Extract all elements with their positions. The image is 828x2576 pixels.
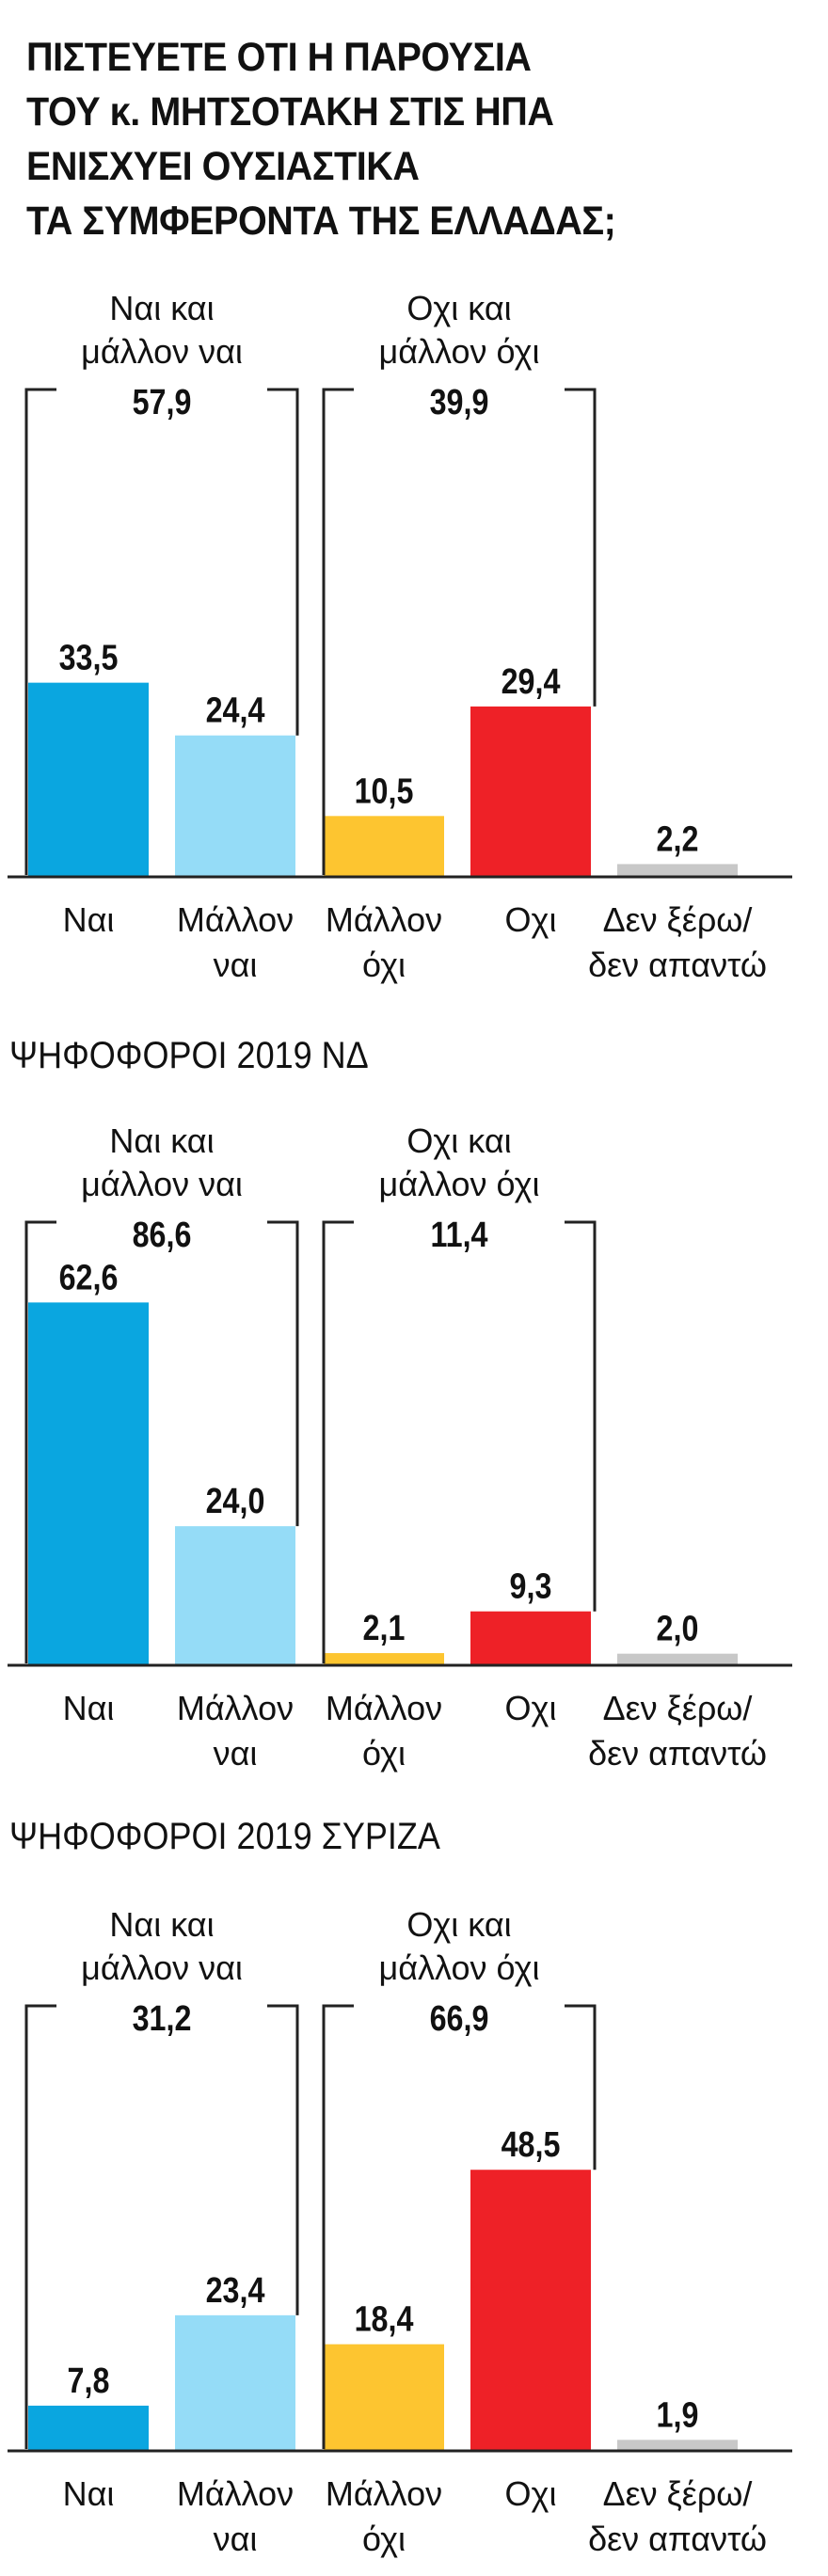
group-total-label: 86,6	[133, 1216, 192, 1255]
bar	[175, 735, 295, 877]
group-bracket-right	[267, 2004, 299, 2315]
bar-value-label: 24,4	[206, 691, 265, 730]
group-total-label: 11,4	[430, 1216, 487, 1255]
category-label: όχι	[362, 1734, 406, 1773]
group-bracket-right	[565, 1220, 597, 1612]
category-label: Μάλλον	[177, 2474, 294, 2513]
category-label: Δεν ξέρω/	[603, 1689, 753, 1727]
bar-value-label: 48,5	[502, 2125, 561, 2165]
bar-value-label: 2,1	[363, 1609, 406, 1648]
bar	[28, 2405, 149, 2451]
bar	[175, 2314, 295, 2451]
bar-value-label: 7,8	[68, 2361, 110, 2401]
group-bracket-right	[565, 2004, 597, 2171]
group-label: Οχι και	[406, 1905, 511, 1944]
group-bracket-right	[267, 1220, 299, 1527]
group-label: Ναι και	[109, 289, 214, 327]
category-label: Ναι	[63, 1689, 115, 1727]
title-line: ΕΝΙΣΧΥΕΙ ΟΥΣΙΑΣΤΙΚΑ	[26, 144, 420, 189]
group-label: Ναι και	[109, 1905, 214, 1944]
category-label: δεν απαντώ	[588, 946, 767, 984]
bar	[28, 1302, 149, 1665]
bar-value-label: 62,6	[59, 1258, 119, 1297]
bar	[324, 1653, 444, 1665]
group-bracket-left	[24, 388, 56, 875]
bar	[470, 706, 591, 877]
category-label: Μάλλον	[326, 900, 442, 939]
category-label: Οχι	[505, 900, 557, 939]
category-label: Οχι	[505, 1689, 557, 1727]
category-label: Μάλλον	[177, 1689, 294, 1727]
category-label: Μάλλον	[326, 1689, 442, 1727]
group-label: μάλλον όχι	[379, 1948, 540, 1987]
chart-syriza-voters: ΨΗΦΟΦΟΡΟΙ 2019 ΣΥΡΙΖΑ 7,8 23,4 18,4 48,5 1,9…	[0, 1816, 828, 2573]
bar-value-label: 29,4	[502, 661, 561, 701]
category-label: Ναι	[63, 900, 115, 939]
category-label: Δεν ξέρω/	[603, 900, 753, 939]
category-label: όχι	[362, 2520, 406, 2558]
category-label: ναι	[214, 2520, 258, 2558]
page-title: ΠΙΣΤΕΥΕΤΕ ΟΤΙ Η ΠΑΡΟΥΣΙΑ ΤΟΥ κ. ΜΗΤΣΟΤΑΚ…	[26, 30, 754, 248]
title-line: ΤΟΥ κ. ΜΗΤΣΟΤΑΚΗ ΣΤΙΣ ΗΠΑ	[26, 89, 554, 135]
bar-chart-all-respondents: 33,5 24,4 10,5 29,4 2,2 Ναι Μάλλον ναι Μάλλον όχι…	[8, 289, 792, 984]
chart-nd-voters: ΨΗΦΟΦΟΡΟΙ 2019 ΝΔ 62,6 24,0 2,1 9,3 2,0 Ναι Μά…	[0, 1035, 828, 1788]
category-label: Οχι	[505, 2474, 557, 2513]
group-total-label: 66,9	[430, 1999, 489, 2039]
bar-value-label: 1,9	[657, 2395, 699, 2435]
category-label: δεν απαντώ	[588, 1734, 767, 1773]
bar-value-label: 33,5	[59, 638, 119, 677]
group-total-label: 39,9	[430, 383, 489, 422]
chart-all-respondents: 33,5 24,4 10,5 29,4 2,2 Ναι Μάλλον ναι Μάλλον όχι…	[0, 282, 828, 1026]
bar	[617, 1653, 738, 1665]
bar-value-label: 9,3	[510, 1566, 552, 1606]
category-label: Δεν ξέρω/	[603, 2474, 753, 2513]
bar	[470, 1611, 591, 1665]
title-line: ΠΙΣΤΕΥΕΤΕ ΟΤΙ Η ΠΑΡΟΥΣΙΑ	[26, 35, 532, 80]
bar-value-label: 10,5	[355, 771, 414, 811]
category-label: Ναι	[63, 2474, 115, 2513]
group-total-label: 57,9	[133, 383, 192, 422]
group-label: μάλλον ναι	[81, 1948, 243, 1987]
bar-chart-nd-voters: 62,6 24,0 2,1 9,3 2,0 Ναι Μάλλον ναι Μάλλον όχι Οχ…	[8, 1121, 792, 1773]
group-label: Οχι και	[406, 289, 511, 327]
title-line: ΤΑ ΣΥΜΦΕΡΟΝΤΑ ΤΗΣ ΕΛΛΑΔΑΣ;	[26, 199, 616, 244]
group-bracket-left	[24, 2004, 56, 2449]
bar	[324, 816, 444, 877]
group-total-label: 31,2	[133, 1999, 192, 2039]
group-label: Ναι και	[109, 1121, 214, 1160]
category-label: δεν απαντώ	[588, 2520, 767, 2558]
group-label: Οχι και	[406, 1121, 511, 1160]
category-label: ναι	[214, 946, 258, 984]
bar	[28, 682, 149, 877]
bar-chart-syriza-voters: 7,8 23,4 18,4 48,5 1,9 Ναι Μάλλον ναι Μάλλον όχι Ο…	[8, 1905, 792, 2558]
bar	[175, 1526, 295, 1665]
category-label: Μάλλον	[177, 900, 294, 939]
bar-value-label: 24,0	[206, 1482, 265, 1521]
group-bracket-right	[267, 388, 299, 736]
bar-value-label: 23,4	[206, 2270, 265, 2310]
group-bracket-right	[565, 388, 597, 707]
category-label: ναι	[214, 1734, 258, 1773]
group-bracket-left	[322, 1220, 354, 1663]
category-label: Μάλλον	[326, 2474, 442, 2513]
bar-value-label: 2,0	[657, 1609, 699, 1648]
group-label: μάλλον όχι	[379, 1165, 540, 1203]
bar-value-label: 2,2	[657, 819, 699, 859]
bar	[470, 2170, 591, 2451]
group-bracket-left	[322, 2004, 354, 2449]
bar	[617, 2440, 738, 2451]
group-label: μάλλον όχι	[379, 332, 540, 371]
bar	[617, 864, 738, 877]
category-label: όχι	[362, 946, 406, 984]
group-bracket-left	[322, 388, 354, 875]
bar-value-label: 18,4	[355, 2299, 414, 2339]
chart-heading: ΨΗΦΟΦΟΡΟΙ 2019 ΣΥΡΙΖΑ	[9, 1816, 440, 1857]
group-label: μάλλον ναι	[81, 1165, 243, 1203]
chart-heading: ΨΗΦΟΦΟΡΟΙ 2019 ΝΔ	[9, 1035, 369, 1076]
group-label: μάλλον ναι	[81, 332, 243, 371]
group-bracket-left	[24, 1220, 56, 1663]
bar	[324, 2344, 444, 2451]
